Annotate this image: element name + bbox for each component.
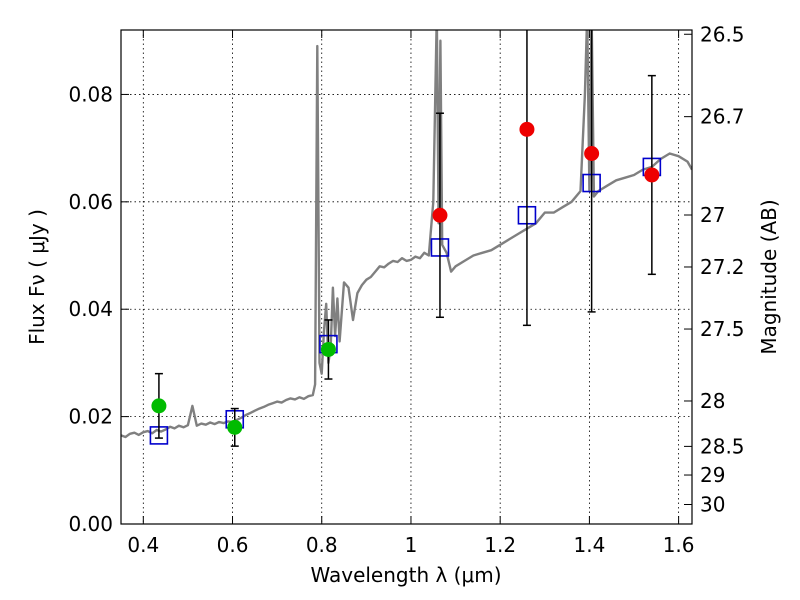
x-tick-label: 0.8 (306, 533, 338, 557)
red-data-point (432, 207, 448, 223)
green-data-point (227, 419, 243, 435)
y-tick-label: 0.04 (68, 297, 113, 321)
mag-tick-label: 27 (700, 203, 725, 227)
x-tick-label: 1.6 (663, 533, 695, 557)
mag-tick-label: 27.5 (700, 317, 745, 341)
mag-tick-label: 28 (700, 389, 725, 413)
grid (121, 30, 692, 524)
red-data-point (584, 146, 600, 161)
y-tick-label: 0.08 (68, 82, 113, 106)
x-tick-label: 1.2 (484, 533, 516, 557)
green-data-point (320, 341, 336, 357)
model-spectrum-line (121, 30, 692, 439)
ticks: 0.4 0.6 0.8 1 1.2 1.4 1.6 0.00 0.02 0.04 0.06 0.08 2… (68, 22, 744, 557)
mag-tick-label: 29 (700, 463, 725, 487)
x-tick-label: 1.4 (573, 533, 605, 557)
mag-tick-label: 28.5 (700, 434, 745, 458)
plot-frame (120, 29, 693, 525)
y-axis-title: Flux Fν ( μJy ) (25, 209, 49, 345)
mag-tick-label: 26.5 (700, 22, 745, 46)
y-tick-label: 0.02 (68, 405, 113, 429)
mag-tick-label: 27.2 (700, 255, 745, 279)
red-data-point (644, 167, 660, 183)
x-axis-title: Wavelength λ (μm) (310, 563, 501, 587)
right-axis-title: Magnitude (AB) (757, 199, 781, 354)
x-tick-label: 0.4 (127, 533, 159, 557)
green-data-point (151, 398, 167, 414)
red-data-point (519, 121, 535, 137)
y-tick-label: 0.06 (68, 190, 113, 214)
mag-tick-label: 30 (700, 493, 725, 517)
plot-area (121, 30, 692, 447)
x-tick-label: 1 (405, 533, 418, 557)
y-tick-label: 0.00 (68, 512, 113, 536)
mag-tick-label: 26.7 (700, 105, 745, 129)
x-tick-label: 0.6 (217, 533, 249, 557)
